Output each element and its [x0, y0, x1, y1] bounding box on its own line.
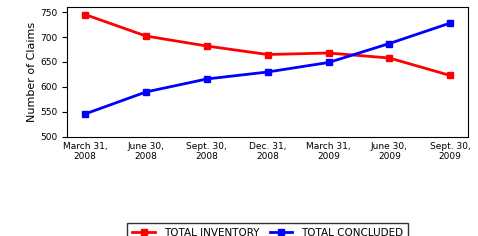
TOTAL INVENTORY — [326, 52, 331, 55]
TOTAL CONCLUDED — [326, 61, 331, 64]
TOTAL CONCLUDED — [265, 71, 271, 73]
TOTAL CONCLUDED — [82, 113, 88, 115]
TOTAL INVENTORY — [387, 57, 392, 59]
TOTAL INVENTORY — [204, 45, 210, 47]
TOTAL CONCLUDED — [447, 22, 453, 25]
Legend: TOTAL INVENTORY, TOTAL CONCLUDED: TOTAL INVENTORY, TOTAL CONCLUDED — [127, 223, 408, 236]
TOTAL CONCLUDED — [387, 42, 392, 45]
TOTAL INVENTORY — [265, 53, 271, 56]
Y-axis label: Number of Claims: Number of Claims — [27, 22, 37, 122]
TOTAL CONCLUDED — [143, 91, 149, 93]
Line: TOTAL INVENTORY: TOTAL INVENTORY — [82, 11, 454, 79]
TOTAL CONCLUDED — [204, 78, 210, 80]
TOTAL INVENTORY — [82, 13, 88, 16]
TOTAL INVENTORY — [447, 74, 453, 77]
TOTAL INVENTORY — [143, 35, 149, 38]
Line: TOTAL CONCLUDED: TOTAL CONCLUDED — [82, 20, 454, 117]
